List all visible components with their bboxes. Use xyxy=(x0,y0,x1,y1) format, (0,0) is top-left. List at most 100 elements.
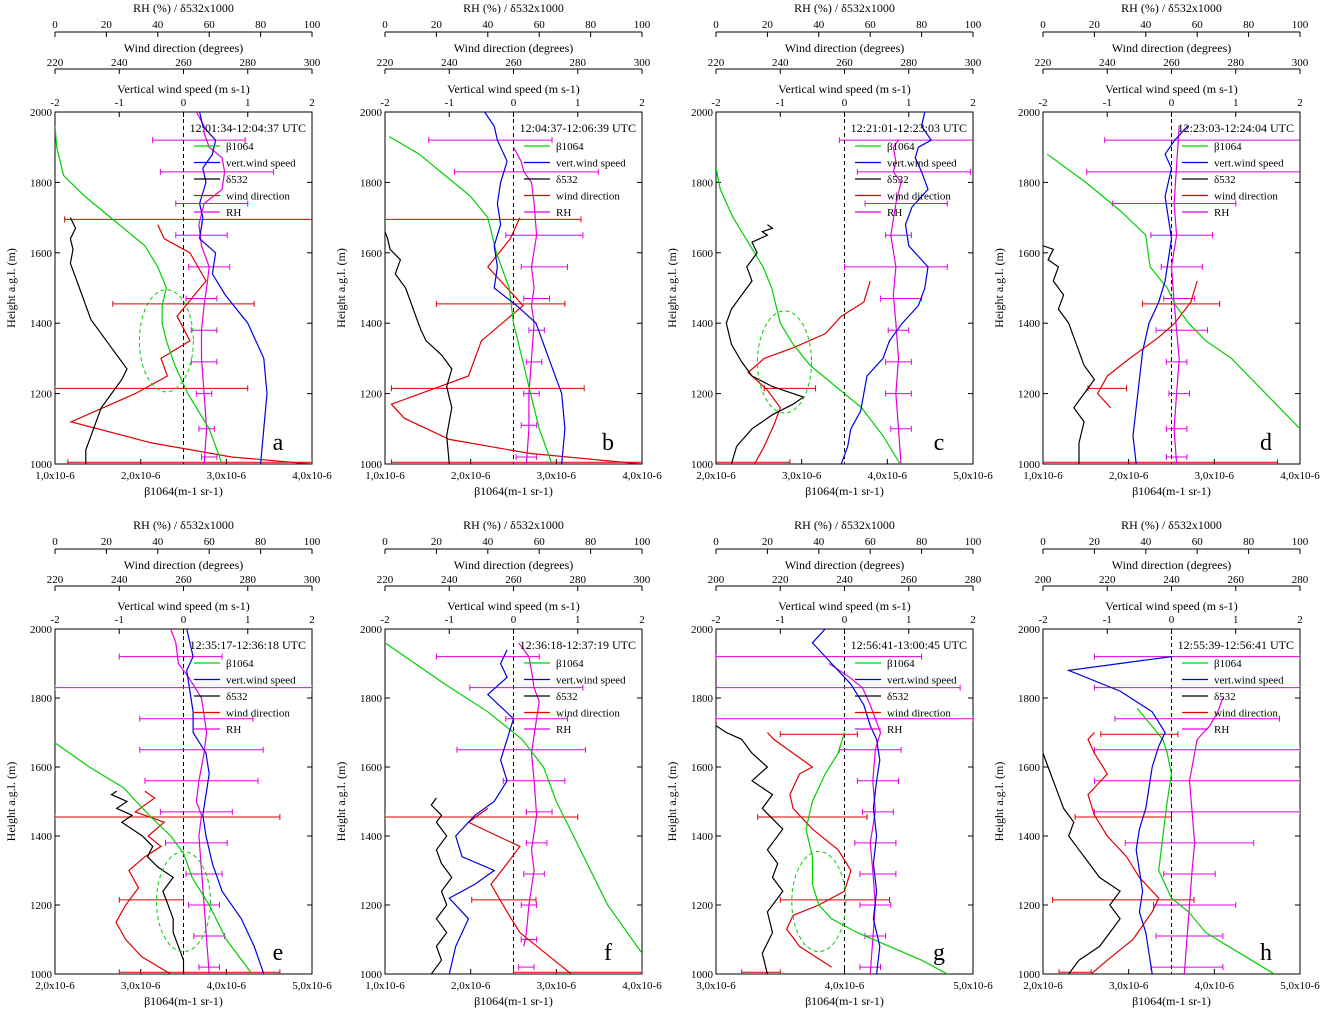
vertical-wind-speed-tick-label: 1 xyxy=(1233,97,1239,109)
rh-tick-label: 60 xyxy=(865,19,877,31)
rh-line xyxy=(828,663,882,974)
vertical-wind-speed-tick-label: -1 xyxy=(776,614,785,626)
wind-direction-axis-title: Wind direction (degrees) xyxy=(785,41,904,55)
x-tick-label: 3,0x10-6 xyxy=(782,470,822,482)
highlight-circle xyxy=(791,851,847,953)
legend-label-beta: β1064 xyxy=(556,658,584,670)
legend-label-beta: β1064 xyxy=(887,141,915,153)
delta532-line xyxy=(1043,752,1121,974)
legend-label-rh: RH xyxy=(1214,724,1229,736)
wind-direction-tick-label: 240 xyxy=(1099,57,1116,69)
y-tick-label: 1400 xyxy=(691,318,714,330)
wind-direction-tick-label: 280 xyxy=(570,574,587,586)
beta1064-line xyxy=(55,126,223,464)
y-tick-label: 1600 xyxy=(360,762,383,774)
wind-direction-line xyxy=(390,217,642,464)
wind-direction-tick-label: 260 xyxy=(505,574,522,586)
y-tick-label: 1000 xyxy=(1018,459,1041,471)
x-tick-label: 4,0x10-6 xyxy=(1195,980,1235,992)
wind-direction-axis-title: Wind direction (degrees) xyxy=(1112,558,1231,572)
legend-label-beta: β1064 xyxy=(226,658,254,670)
y-tick-label: 1600 xyxy=(360,248,383,260)
y-tick-label: 1600 xyxy=(691,762,714,774)
vertical-wind-speed-tick-label: -2 xyxy=(711,614,720,626)
delta532-line xyxy=(430,797,453,974)
rh-tick-label: 80 xyxy=(585,19,597,31)
rh-tick-label: 100 xyxy=(634,19,651,31)
vertical-wind-speed-tick-label: 0 xyxy=(842,97,848,109)
legend-label-vws: vert.wind speed xyxy=(556,158,626,170)
time-range-label: 12:23:03-12:24:04 UTC xyxy=(1178,121,1294,135)
rh-tick-label: 20 xyxy=(101,536,113,548)
wind-direction-line xyxy=(69,224,312,464)
y-axis-title: Height a.g.l. (m) xyxy=(4,762,18,842)
wind-direction-line xyxy=(115,790,172,974)
vertical-wind-speed-tick-label: 1 xyxy=(1233,614,1239,626)
wind-direction-tick-label: 240 xyxy=(441,57,458,69)
beta1064-line xyxy=(55,742,253,974)
y-tick-label: 1400 xyxy=(30,831,53,843)
panel-letter: d xyxy=(1260,430,1272,456)
highlight-circle xyxy=(138,289,194,393)
y-tick-label: 1600 xyxy=(691,248,714,260)
vertical-wind-speed-tick-label: -1 xyxy=(776,97,785,109)
vertical-wind-speed-tick-label: -1 xyxy=(445,614,454,626)
x-tick-label: 1,0x10-6 xyxy=(365,470,405,482)
rh-tick-label: 40 xyxy=(152,19,164,31)
wind-direction-line xyxy=(467,807,572,974)
wind-direction-tick-label: 240 xyxy=(772,57,789,69)
vertical-wind-speed-tick-label: 2 xyxy=(1297,97,1303,109)
x-axis-title: β1064(m-1 sr-1) xyxy=(474,484,553,498)
y-tick-label: 1800 xyxy=(360,177,383,189)
legend-label-delta: δ532 xyxy=(1214,691,1236,703)
wind-direction-tick-label: 280 xyxy=(1228,57,1245,69)
rh-tick-label: 40 xyxy=(1140,536,1152,548)
time-range-label: 12:21:01-12:23:03 UTC xyxy=(851,121,967,135)
rh-tick-label: 0 xyxy=(382,536,388,548)
x-tick-label: 5,0x10-6 xyxy=(953,980,993,992)
rh-axis-title: RH (%) / δ532x1000 xyxy=(463,1,564,15)
y-tick-label: 1800 xyxy=(1018,177,1041,189)
wind-direction-tick-label: 240 xyxy=(111,57,128,69)
x-tick-label: 4,0x10-6 xyxy=(207,980,247,992)
highlight-circle xyxy=(156,851,211,953)
vertical-wind-speed-tick-label: -2 xyxy=(380,97,389,109)
beta1064-line xyxy=(1046,153,1300,430)
vertical-wind-speed-line xyxy=(448,649,515,974)
vertical-wind-speed-tick-label: 0 xyxy=(1169,97,1175,109)
vertical-wind-speed-line xyxy=(484,112,566,464)
vertical-wind-speed-tick-label: 1 xyxy=(575,614,581,626)
y-tick-label: 2000 xyxy=(360,624,383,636)
y-axis-title: Height a.g.l. (m) xyxy=(334,248,348,328)
legend-label-delta: δ532 xyxy=(226,691,248,703)
y-tick-label: 1400 xyxy=(360,318,383,330)
rh-tick-label: 40 xyxy=(482,536,494,548)
panel-letter: h xyxy=(1260,940,1272,966)
vertical-wind-speed-tick-label: 1 xyxy=(906,614,912,626)
x-axis-title: β1064(m-1 sr-1) xyxy=(474,994,553,1008)
y-tick-label: 2000 xyxy=(1018,624,1041,636)
wind-direction-tick-label: 280 xyxy=(240,574,257,586)
delta532-line xyxy=(1043,245,1096,464)
rh-axis-title: RH (%) / δ532x1000 xyxy=(133,1,234,15)
y-tick-label: 2000 xyxy=(30,624,53,636)
delta532-line xyxy=(716,725,784,974)
y-tick-label: 1400 xyxy=(1018,831,1041,843)
rh-axis-title: RH (%) / δ532x1000 xyxy=(794,518,895,532)
vertical-wind-speed-tick-label: 1 xyxy=(245,614,251,626)
legend-label-delta: δ532 xyxy=(887,691,909,703)
y-tick-label: 1400 xyxy=(1018,318,1041,330)
time-range-label: 12:36:18-12:37:19 UTC xyxy=(520,638,636,652)
rh-axis-title: RH (%) / δ532x1000 xyxy=(463,518,564,532)
vertical-wind-speed-axis-title: Vertical wind speed (m s-1) xyxy=(778,599,911,613)
plot-area xyxy=(55,629,312,974)
rh-tick-label: 60 xyxy=(865,536,877,548)
beta1064-line xyxy=(388,136,553,464)
vertical-wind-speed-tick-label: -2 xyxy=(50,97,59,109)
